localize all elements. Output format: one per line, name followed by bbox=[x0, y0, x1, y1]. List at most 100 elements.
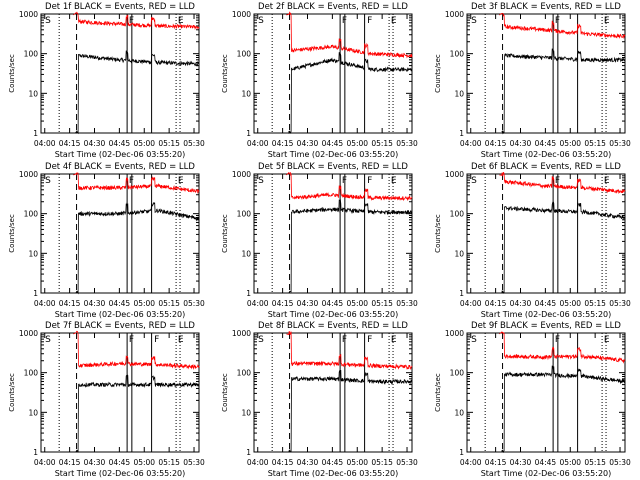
plot-frame bbox=[253, 173, 413, 294]
marker-label: E bbox=[604, 176, 610, 186]
x-tick-label: 04:30 bbox=[510, 139, 532, 148]
series-red bbox=[499, 12, 626, 39]
marker-label: F bbox=[367, 16, 372, 26]
y-axis-label: Counts/sec bbox=[8, 54, 16, 93]
series-red bbox=[73, 11, 200, 31]
x-tick-label: 04:00 bbox=[34, 458, 56, 467]
x-tick-label: 05:15 bbox=[158, 139, 180, 148]
marker-label: F bbox=[367, 335, 372, 345]
y-tick-label: 1 bbox=[33, 448, 38, 457]
marker-label: S bbox=[258, 16, 264, 26]
panel-6: Det 6f BLACK = Events, RED = LLD Counts/s… bbox=[434, 162, 631, 319]
series-red bbox=[73, 330, 200, 370]
y-tick-label: 10 bbox=[454, 249, 464, 258]
y-tick-label: 1 bbox=[246, 289, 251, 298]
x-tick-label: 05:30 bbox=[183, 139, 205, 148]
marker-label: S bbox=[471, 176, 477, 186]
x-tick-label: 05:00 bbox=[133, 458, 155, 467]
series-black bbox=[75, 374, 200, 453]
y-tick-label: 1000 bbox=[445, 10, 464, 19]
marker-label: E bbox=[604, 335, 610, 345]
y-tick-label: 10 bbox=[241, 89, 251, 98]
series-black bbox=[501, 365, 626, 454]
x-axis-label: Start Time (02-Dec-06 03:55:20) bbox=[481, 150, 612, 159]
panel-title: Det 5f BLACK = Events, RED = LLD bbox=[258, 162, 408, 172]
series-red bbox=[286, 330, 413, 371]
series-black bbox=[288, 369, 413, 453]
panel-7: Det 7f BLACK = Events, RED = LLD Counts/s… bbox=[8, 321, 205, 478]
panel-title: Det 4f BLACK = Events, RED = LLD bbox=[45, 162, 195, 172]
x-tick-label: 05:00 bbox=[133, 139, 155, 148]
x-axis-label: Start Time (02-Dec-06 03:55:20) bbox=[268, 469, 399, 478]
x-tick-label: 05:00 bbox=[559, 139, 581, 148]
x-tick-label: 04:00 bbox=[460, 299, 482, 308]
x-tick-label: 04:00 bbox=[460, 139, 482, 148]
marker-label: F bbox=[154, 335, 159, 345]
y-tick-label: 100 bbox=[450, 50, 465, 59]
x-axis-label: Start Time (02-Dec-06 03:55:20) bbox=[55, 469, 186, 478]
marker-label: F bbox=[555, 335, 560, 345]
x-tick-label: 05:00 bbox=[346, 299, 368, 308]
marker-label: E bbox=[391, 335, 397, 345]
panel-title: Det 6f BLACK = Events, RED = LLD bbox=[471, 162, 621, 172]
x-tick-label: 04:30 bbox=[297, 458, 319, 467]
marker-label: E bbox=[178, 16, 184, 26]
x-tick-label: 05:30 bbox=[396, 299, 418, 308]
marker-label: S bbox=[45, 16, 51, 26]
panel-3: Det 3f BLACK = Events, RED = LLD Counts/s… bbox=[434, 2, 631, 159]
panel-title: Det 9f BLACK = Events, RED = LLD bbox=[471, 321, 621, 331]
x-axis-label: Start Time (02-Dec-06 03:55:20) bbox=[55, 310, 186, 319]
series-red bbox=[286, 171, 413, 202]
x-tick-label: 04:00 bbox=[460, 458, 482, 467]
x-tick-label: 05:15 bbox=[371, 299, 393, 308]
plot-frame bbox=[466, 173, 626, 294]
x-tick-label: 05:15 bbox=[584, 299, 606, 308]
x-tick-label: 05:15 bbox=[584, 139, 606, 148]
y-tick-label: 10 bbox=[241, 408, 251, 417]
x-tick-label: 05:30 bbox=[396, 139, 418, 148]
x-tick-label: 05:00 bbox=[133, 299, 155, 308]
plot-frame bbox=[40, 173, 200, 294]
x-axis-label: Start Time (02-Dec-06 03:55:20) bbox=[268, 310, 399, 319]
x-tick-label: 04:30 bbox=[84, 458, 106, 467]
x-tick-label: 04:00 bbox=[247, 139, 269, 148]
y-tick-label: 1000 bbox=[232, 170, 251, 179]
y-tick-label: 100 bbox=[237, 210, 252, 219]
marker-label: F bbox=[342, 176, 347, 186]
x-tick-label: 04:45 bbox=[109, 139, 131, 148]
x-tick-label: 04:15 bbox=[485, 299, 507, 308]
x-tick-label: 05:30 bbox=[396, 458, 418, 467]
x-tick-label: 04:15 bbox=[485, 139, 507, 148]
plot-frame bbox=[253, 332, 413, 453]
y-axis-label: Counts/sec bbox=[434, 54, 442, 93]
y-tick-label: 1000 bbox=[19, 170, 38, 179]
x-tick-label: 04:45 bbox=[322, 458, 344, 467]
x-tick-label: 04:15 bbox=[59, 139, 81, 148]
series-black bbox=[501, 48, 626, 135]
x-tick-label: 04:45 bbox=[535, 458, 557, 467]
series-black bbox=[288, 199, 413, 294]
panel-title: Det 7f BLACK = Events, RED = LLD bbox=[45, 321, 195, 331]
x-tick-label: 04:30 bbox=[84, 299, 106, 308]
y-axis-label: Counts/sec bbox=[434, 214, 442, 253]
y-tick-label: 1 bbox=[459, 448, 464, 457]
y-tick-label: 10 bbox=[28, 89, 38, 98]
series-red bbox=[73, 172, 200, 194]
panel-title: Det 8f BLACK = Events, RED = LLD bbox=[258, 321, 408, 331]
panel-title: Det 1f BLACK = Events, RED = LLD bbox=[45, 2, 195, 12]
y-tick-label: 1 bbox=[459, 129, 464, 138]
y-axis-label: Counts/sec bbox=[8, 373, 16, 412]
panel-9: Det 9f BLACK = Events, RED = LLD Counts/s… bbox=[434, 321, 631, 478]
panel-1: Det 1f BLACK = Events, RED = LLD Counts/s… bbox=[8, 2, 205, 159]
x-axis-label: Start Time (02-Dec-06 03:55:20) bbox=[55, 150, 186, 159]
panel-title: Det 2f BLACK = Events, RED = LLD bbox=[258, 2, 408, 12]
x-tick-label: 04:30 bbox=[510, 299, 532, 308]
series-red bbox=[286, 11, 413, 59]
series-red bbox=[499, 331, 626, 364]
y-tick-label: 1 bbox=[246, 129, 251, 138]
y-tick-label: 100 bbox=[450, 369, 465, 378]
x-tick-label: 04:30 bbox=[297, 299, 319, 308]
x-tick-label: 04:00 bbox=[247, 458, 269, 467]
series-red bbox=[499, 172, 626, 195]
y-tick-label: 1000 bbox=[445, 170, 464, 179]
